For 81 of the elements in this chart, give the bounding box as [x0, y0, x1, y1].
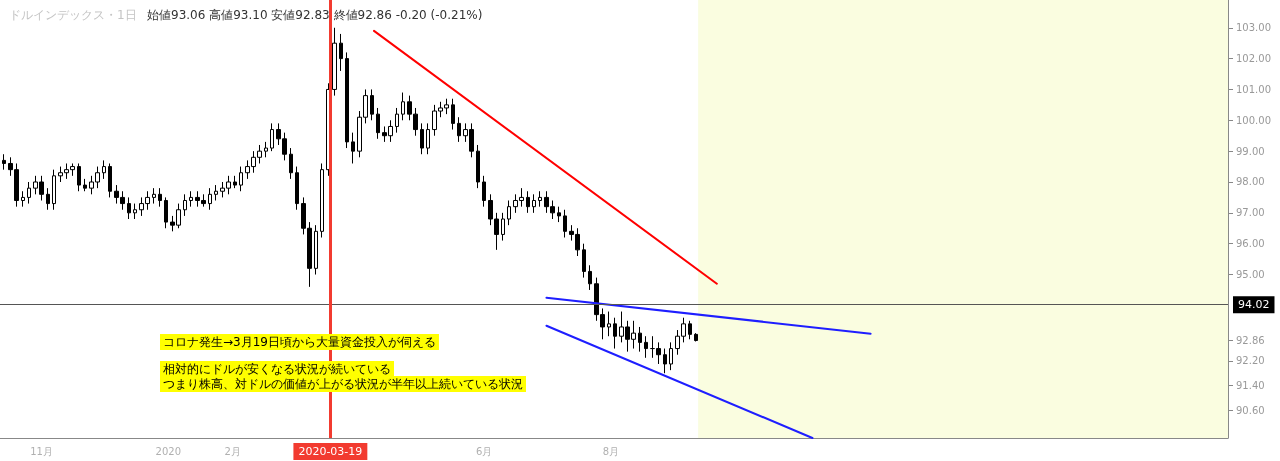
ref-line-label: 2020-03-19 [298, 445, 363, 458]
y-tick-label: 95.00 [1236, 269, 1265, 281]
candlestick [83, 178, 87, 192]
candlestick [214, 184, 218, 201]
candlestick [401, 92, 405, 121]
annotation: コロナ発生→3月19日頃から大量資金投入が伺える [163, 335, 436, 349]
y-tick-label: 90.60 [1236, 404, 1265, 416]
y-tick-label: 92.86 [1236, 335, 1265, 347]
candlestick [2, 153, 6, 171]
candlestick [77, 162, 81, 192]
candlestick [351, 132, 355, 164]
candlestick [320, 162, 324, 239]
candlestick [189, 190, 193, 208]
candlestick [613, 317, 617, 350]
candlestick [289, 147, 293, 180]
candlestick [239, 166, 243, 192]
y-tick-label: 98.00 [1236, 176, 1265, 188]
candlestick [607, 311, 611, 337]
candlestick [663, 348, 667, 374]
x-tick-label: 8月 [602, 445, 620, 457]
candlestick [426, 122, 430, 155]
candlestick [563, 209, 567, 239]
annotation: つまり株高、対ドルの価値が上がる状況が半年以上続いている状況 [163, 377, 523, 391]
y-tick-label: 100.00 [1236, 114, 1271, 126]
candlestick [102, 159, 106, 180]
candlestick [526, 190, 530, 214]
candlestick [183, 193, 187, 217]
candlestick [127, 196, 131, 220]
x-tick-label: 6月 [475, 445, 493, 457]
candlestick [52, 169, 56, 211]
candlestick [482, 175, 486, 208]
y-tick-label: 99.00 [1236, 145, 1265, 157]
y-tick-label: 91.40 [1236, 380, 1265, 392]
candlestick [688, 320, 692, 340]
candlestick [270, 122, 274, 152]
candlestick [108, 162, 112, 198]
candlestick [451, 98, 455, 131]
candlestick [476, 144, 480, 189]
candlestick [332, 27, 337, 97]
candlestick [152, 187, 156, 205]
y-tick-label: 92.20 [1236, 355, 1265, 367]
candlestick [345, 51, 349, 149]
candlestick [233, 175, 237, 189]
candlestick [457, 116, 461, 143]
candlestick [21, 190, 25, 208]
candlestick [532, 193, 536, 214]
candlestick [638, 326, 642, 353]
candlestick [538, 190, 542, 208]
x-tick-label: 11月 [30, 445, 53, 457]
candlestick [588, 264, 592, 291]
candlestick [420, 122, 424, 155]
y-tick-label: 102.00 [1236, 53, 1271, 65]
candlestick [339, 33, 343, 72]
candlestick [644, 335, 648, 359]
candlestick [208, 187, 212, 211]
ref-line-label: 94.02 [1238, 298, 1270, 312]
y-tick-label: 103.00 [1236, 22, 1271, 34]
annotation: 相対的にドルが安くなる状況が続いている [163, 362, 391, 376]
candlestick [557, 206, 561, 223]
candlestick [295, 166, 299, 211]
candlestick [27, 181, 31, 205]
text: 始値93.06 高値93.10 安値92.83 終値92.86 -0.20 (-0.21%) [147, 8, 483, 22]
candlestick [264, 141, 268, 158]
y-tick-label: 101.00 [1236, 83, 1271, 95]
candlestick [133, 203, 137, 220]
candlestick [158, 187, 162, 208]
candlestick [370, 88, 374, 121]
y-tick-label: 96.00 [1236, 238, 1265, 250]
candlestick [507, 199, 511, 226]
candlestick [46, 187, 50, 211]
candlestick [501, 212, 505, 242]
candlestick [376, 107, 380, 140]
candlestick [395, 107, 399, 134]
candlestick [669, 341, 673, 371]
x-tick-label: 2020 [155, 445, 182, 457]
x-tick-label: 2月 [224, 445, 241, 457]
candlestick [694, 332, 698, 342]
candlestick [314, 224, 318, 276]
y-tick-label: 97.00 [1236, 207, 1265, 219]
candlestick [582, 243, 586, 279]
candlestick [164, 196, 168, 229]
